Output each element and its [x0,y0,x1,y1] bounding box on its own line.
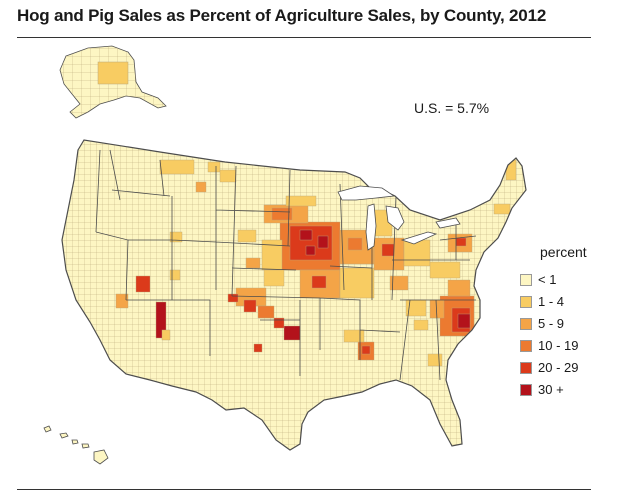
hawaii-island-1 [43,425,52,433]
legend-label: 10 - 19 [538,338,579,353]
lake-michigan [365,203,377,251]
legend-label: 1 - 4 [538,294,565,309]
legend-swatch [520,339,532,352]
legend-swatch [520,383,532,396]
hawaii [43,425,109,465]
legend-item: 1 - 4 [520,292,610,311]
legend-label: 20 - 29 [538,360,579,375]
great-lakes [337,185,461,251]
legend-label: 5 - 9 [538,316,565,331]
legend-label: < 1 [538,272,557,287]
legend-swatch [520,317,532,330]
footer-rule [17,489,591,490]
legend-item: 20 - 29 [520,358,610,377]
hawaii-island-3 [71,439,79,445]
legend-item: 10 - 19 [520,336,610,355]
gulf-hog-counties [343,329,375,361]
legend-swatch [520,273,532,286]
legend-swatch [520,361,532,374]
north-carolina-hog-counties [429,279,475,337]
lake-huron [385,205,405,231]
southwest-hog-counties [115,269,181,341]
hawaii-island-4 [81,443,90,449]
legend: percent < 1 1 - 4 5 - 9 10 - 19 20 - 29 … [520,244,610,402]
hawaii-island-2 [59,432,69,439]
contiguous-us [61,139,527,451]
legend-item: 5 - 9 [520,314,610,333]
alaska-region-1-4 [97,61,129,85]
lake-ontario [435,217,461,229]
us-average-label: U.S. = 5.7% [414,100,490,116]
northern-plains-hog-counties [159,159,261,269]
legend-swatch [520,295,532,308]
state-boundaries [95,149,477,381]
legend-label: 30 + [538,382,564,397]
legend-item: < 1 [520,270,610,289]
alaska [59,45,167,119]
southern-plains-hog-counties [227,269,301,353]
lake-erie [400,231,438,245]
lake-superior [337,185,396,201]
title-rule [17,37,591,38]
legend-item: 30 + [520,380,610,399]
legend-title: percent [540,244,587,260]
hawaii-island-5 [93,449,109,465]
map-title: Hog and Pig Sales as Percent of Agricult… [17,6,547,25]
